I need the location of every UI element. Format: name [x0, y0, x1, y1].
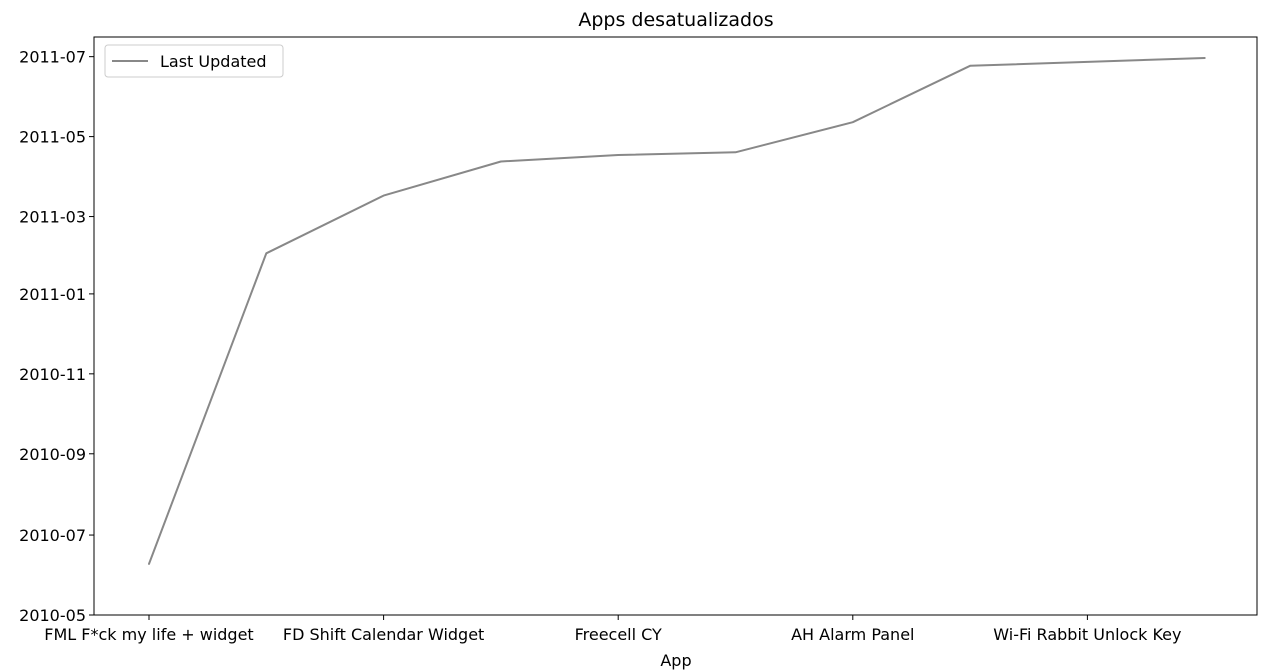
chart-title: Apps desatualizados [578, 9, 773, 31]
y-tick-label: 2011-03 [19, 208, 86, 227]
plot-frame [93, 36, 1258, 616]
y-tick-label: 2011-05 [19, 128, 86, 147]
y-tick-label: 2010-11 [19, 365, 86, 384]
y-tick-label: 2010-09 [19, 445, 86, 464]
x-tick-label: AH Alarm Panel [791, 625, 914, 644]
x-axis: FML F*ck my life + widget FD Shift Calend… [44, 615, 1181, 644]
y-tick-label: 2011-07 [19, 48, 86, 67]
y-tick-label: 2010-05 [19, 606, 86, 625]
y-axis: 2010-05 2010-07 2010-09 2010-11 2011-01 2011-… [19, 48, 94, 625]
legend-box [104, 44, 284, 78]
legend: Last Updated [104, 44, 284, 78]
series-layer [148, 57, 1206, 565]
series-line-last-updated [148, 57, 1206, 565]
y-tick-label: 2010-07 [19, 526, 86, 545]
x-axis-label: App [660, 651, 691, 670]
legend-label: Last Updated [160, 52, 267, 71]
x-tick-label: Freecell CY [575, 625, 662, 644]
x-tick-label: FML F*ck my life + widget [44, 625, 253, 644]
y-tick-label: 2011-01 [19, 285, 86, 304]
x-tick-label: FD Shift Calendar Widget [283, 625, 484, 644]
x-tick-label: Wi-Fi Rabbit Unlock Key [993, 625, 1181, 644]
